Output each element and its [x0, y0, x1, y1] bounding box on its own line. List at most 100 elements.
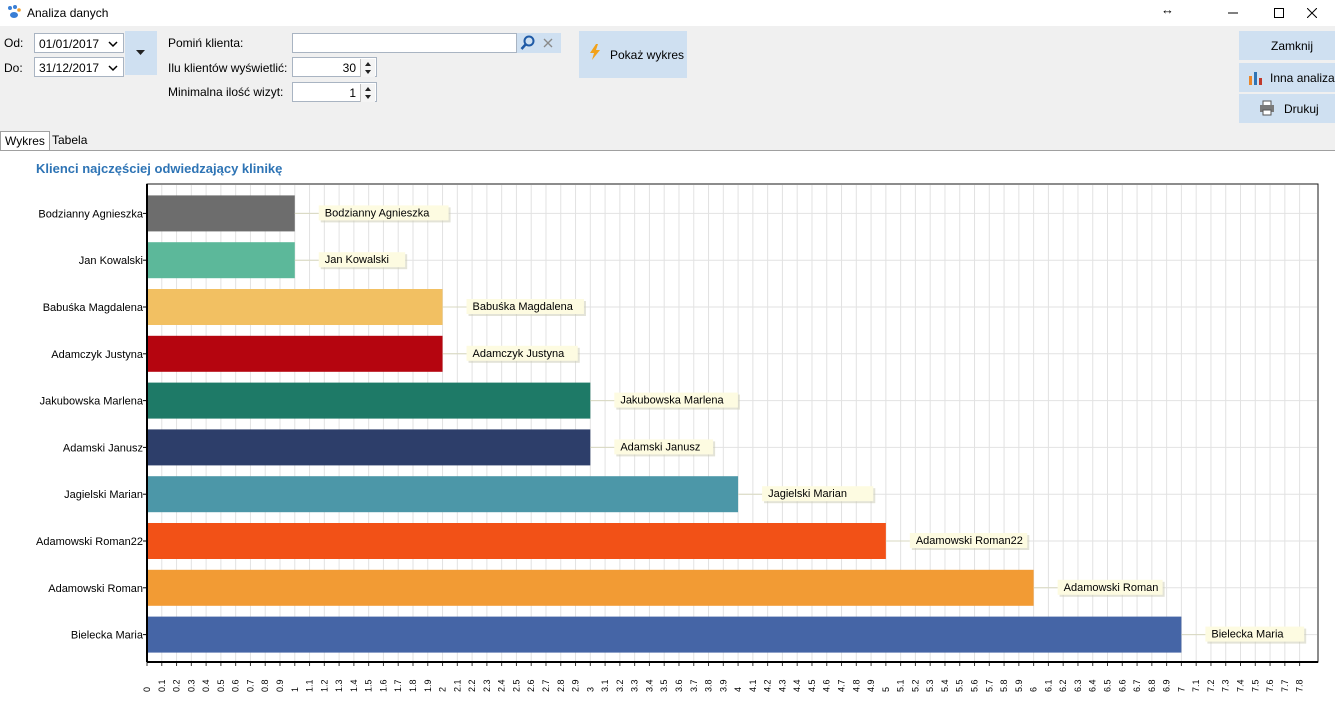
x-tick-label: 1.6	[378, 679, 388, 692]
x-tick-label: 4.7	[837, 679, 847, 692]
data-label-box	[466, 345, 578, 361]
print-label: Drukuj	[1284, 102, 1319, 116]
category-label: Adamowski Roman22	[36, 536, 143, 548]
data-label-box	[1057, 579, 1163, 595]
x-tick-label: 6.7	[1132, 679, 1142, 692]
spin-up-icon[interactable]	[361, 84, 375, 93]
x-tick-label: 3.4	[644, 679, 654, 692]
from-label: Od:	[4, 36, 24, 50]
spin-up-icon[interactable]	[361, 59, 375, 68]
bar	[148, 476, 739, 513]
x-tick-label: 2.2	[467, 679, 477, 692]
x-tick-label: 5.1	[896, 679, 906, 692]
x-tick-label: 7.7	[1280, 679, 1290, 692]
x-tick-label: 2.9	[571, 679, 581, 692]
to-date-picker[interactable]: 31/12/2017	[34, 57, 124, 77]
chevron-down-icon[interactable]	[107, 38, 119, 50]
printer-icon	[1260, 100, 1274, 116]
x-tick-label: 6	[1029, 687, 1039, 692]
client-search-button[interactable]	[517, 33, 561, 53]
clear-icon[interactable]	[543, 38, 553, 48]
category-label: Adamczyk Justyna	[51, 349, 144, 361]
x-tick-label: 4.5	[807, 679, 817, 692]
to-label: Do:	[4, 61, 23, 75]
skip-client-label: Pomiń klienta:	[168, 36, 244, 50]
x-tick-label: 4.3	[777, 679, 787, 692]
data-label: Bodzianny Agnieszka	[325, 207, 430, 219]
data-label-box	[614, 392, 738, 408]
dropdown-arrow-icon	[136, 50, 145, 55]
show-chart-label: Pokaż wykres	[610, 48, 685, 62]
x-tick-label: 1.2	[319, 679, 329, 692]
clients-count-stepper[interactable]: 30	[292, 57, 377, 77]
data-label-box	[909, 533, 1028, 548]
bar	[148, 382, 591, 419]
clients-count-value: 30	[342, 61, 356, 75]
data-label-box	[318, 205, 449, 221]
spin-down-icon[interactable]	[361, 68, 375, 77]
data-label: Adamowski Roman22	[916, 535, 1023, 547]
title-bar: Analiza danych ↔	[0, 0, 1335, 26]
print-button[interactable]: Drukuj	[1239, 94, 1335, 123]
x-tick-label: 6.6	[1117, 679, 1127, 692]
category-label: Jakubowska Marlena	[40, 396, 144, 408]
x-tick-label: 0.8	[260, 679, 270, 692]
bar	[148, 523, 886, 559]
x-tick-label: 7	[1176, 687, 1186, 692]
category-label: Babuśka Magdalena	[43, 302, 144, 314]
bar	[148, 335, 443, 372]
bar-chart: 0 0.1 0.2 0.3 0.4 0.5 0.6 0.7 0.8 0.9 1 1.1 1.2 1.3 1.…	[36, 183, 1319, 692]
bar	[148, 429, 591, 466]
x-tick-label: 2.8	[556, 679, 566, 692]
resize-icon[interactable]: ↔	[1161, 2, 1174, 17]
x-tick-label: 6.8	[1147, 679, 1157, 692]
spin-buttons[interactable]	[360, 84, 375, 102]
category-label: Adamski Janusz	[63, 442, 143, 454]
x-tick-label: 1.8	[408, 679, 418, 692]
close-window-button[interactable]	[1289, 0, 1335, 26]
spin-buttons[interactable]	[360, 59, 375, 77]
bar	[148, 242, 295, 279]
close-icon	[1306, 7, 1318, 19]
x-tick-label: 0.1	[157, 679, 167, 692]
tab-tabela[interactable]: Tabela	[52, 133, 88, 147]
bar	[148, 569, 1034, 606]
x-tick-label: 0.2	[172, 679, 182, 692]
search-icon[interactable]	[520, 35, 536, 51]
data-label-box	[466, 299, 584, 314]
x-tick-label: 5	[881, 687, 891, 692]
category-label: Jagielski Marian	[64, 489, 143, 501]
data-label: Adamowski Roman	[1064, 582, 1159, 594]
x-tick-label: 6.4	[1088, 679, 1098, 692]
other-analysis-button[interactable]: Inna analiza	[1239, 63, 1335, 92]
x-tick-label: 0.9	[275, 679, 285, 692]
x-tick-label: 2.7	[541, 679, 551, 692]
lightning-icon	[590, 44, 600, 60]
x-tick-label: 2.6	[526, 679, 536, 692]
x-tick-label: 3.1	[600, 679, 610, 692]
maximize-button[interactable]	[1256, 0, 1302, 26]
x-tick-label: 1	[290, 687, 300, 692]
date-range-dropdown-button[interactable]	[125, 31, 157, 75]
show-chart-button[interactable]: Pokaż wykres	[579, 31, 687, 78]
tab-wykres[interactable]: Wykres	[0, 131, 50, 151]
x-tick-label: 0	[142, 687, 152, 692]
minimize-button[interactable]	[1210, 0, 1256, 26]
x-tick-label: 4.2	[763, 679, 773, 692]
x-tick-label: 4.6	[822, 679, 832, 692]
from-date-picker[interactable]: 01/01/2017	[34, 33, 124, 53]
min-visits-stepper[interactable]: 1	[292, 82, 377, 102]
x-tick-label: 0.3	[186, 679, 196, 692]
chevron-down-icon[interactable]	[107, 62, 119, 74]
chart-title: Klienci najczęściej odwiedzający klinikę	[36, 161, 283, 176]
spin-down-icon[interactable]	[361, 93, 375, 102]
category-label: Jan Kowalski	[79, 255, 143, 267]
x-tick-label: 3	[585, 687, 595, 692]
x-tick-label: 5.6	[970, 679, 980, 692]
tab-divider	[0, 150, 1335, 151]
close-button[interactable]: Zamknij	[1239, 31, 1335, 60]
x-tick-label: 1.4	[349, 679, 359, 692]
skip-client-input[interactable]	[292, 33, 517, 53]
chart-panel: Klienci najczęściej odwiedzający klinikę…	[0, 151, 1335, 713]
x-tick-label: 7.3	[1221, 679, 1231, 692]
